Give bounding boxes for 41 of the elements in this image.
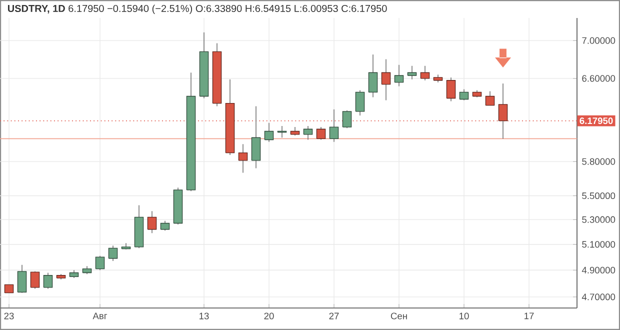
candlestick [43, 272, 53, 290]
candlestick [459, 88, 469, 101]
candlestick [17, 264, 27, 294]
candlestick [420, 65, 430, 81]
y-tick-label: 4.90000 [582, 266, 616, 274]
x-tick-label: 13 [200, 312, 209, 320]
candlestick [95, 255, 105, 271]
x-tick-label: Сен [390, 312, 407, 320]
candlestick [485, 90, 495, 106]
candlestick [316, 126, 326, 140]
candlestick [368, 54, 378, 98]
y-tick-label: 7.00000 [582, 37, 616, 44]
candlestick [329, 108, 339, 142]
chart-title: USDTRY, 1D 6.17950 −0.15940 (−2.51%) O:6.33890 H:6.54915 L:6.00953 C:6.17950 [8, 4, 387, 14]
candlestick [355, 90, 365, 116]
x-tick-label: 27 [329, 312, 339, 320]
candlestick [381, 58, 391, 101]
x-tick-label: 10 [460, 312, 469, 320]
candlestick [251, 106, 261, 169]
candlestick [394, 64, 404, 87]
x-tick-label: 23 [4, 312, 14, 320]
y-tick-label: 4.70000 [582, 294, 616, 300]
y-tick-label: 5.50000 [582, 192, 616, 200]
candlestick [407, 65, 417, 80]
candlestick [446, 77, 456, 102]
x-tick-label: Авг [92, 312, 108, 320]
y-tick-label: 5.10000 [582, 241, 616, 248]
x-tick-label: 17 [524, 312, 534, 320]
candlestick [342, 110, 352, 128]
candlestick [108, 245, 118, 262]
x-tick-label: 20 [264, 312, 274, 320]
y-tick-label: 6.60000 [582, 75, 616, 82]
candlestick [160, 220, 170, 232]
y-tick-label: 5.80000 [582, 158, 616, 165]
y-tick-label: 5.30000 [582, 216, 616, 223]
candlestick [147, 210, 157, 234]
candlestick [264, 122, 274, 142]
ref-line-label: 6.17950 [580, 118, 613, 124]
candlestick [238, 144, 248, 174]
candlestick [30, 271, 40, 290]
candlestick [303, 126, 313, 140]
